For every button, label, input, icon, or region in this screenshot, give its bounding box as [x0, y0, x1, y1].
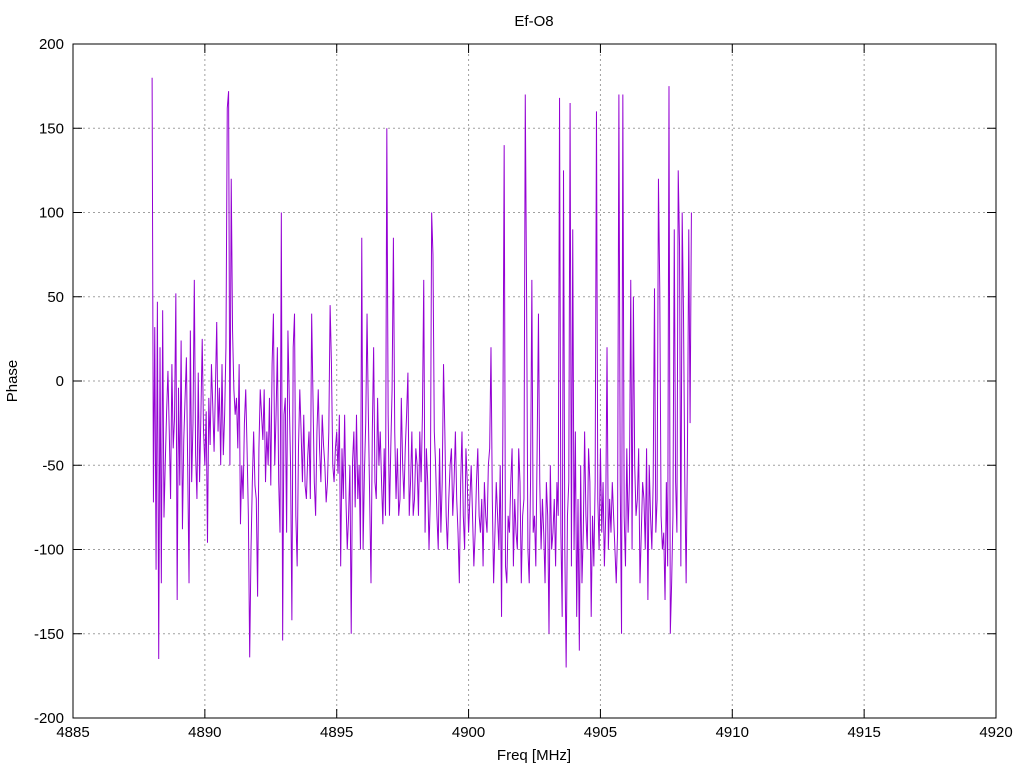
chart-title: Ef-O8 — [514, 13, 553, 30]
x-tick-label: 4905 — [584, 724, 617, 741]
x-tick-label: 4910 — [716, 724, 749, 741]
series-group — [151, 77, 692, 668]
y-tick-label: 0 — [56, 373, 64, 390]
series-line — [151, 77, 692, 668]
y-tick-label: 50 — [47, 289, 64, 306]
x-tick-label: 4885 — [56, 724, 89, 741]
x-tick-label: 4915 — [847, 724, 880, 741]
x-tick-label: 4900 — [452, 724, 485, 741]
tick-labels: -200 -150 -100 -50 0 50 100 150 200 4885 4890 4895 4… — [34, 36, 1013, 741]
y-axis-title: Phase — [4, 360, 21, 403]
y-tick-label: -100 — [34, 542, 64, 559]
y-tick-label: 150 — [39, 120, 64, 137]
y-tick-label: 100 — [39, 205, 64, 222]
y-tick-label: -150 — [34, 626, 64, 643]
x-tick-label: 4920 — [979, 724, 1012, 741]
grid — [73, 44, 996, 718]
x-tick-label: 4890 — [188, 724, 221, 741]
y-tick-label: -50 — [42, 457, 64, 474]
y-tick-label: 200 — [39, 36, 64, 53]
x-axis-title: Freq [MHz] — [497, 747, 571, 764]
y-tick-label: -200 — [34, 710, 64, 727]
tick-marks — [72, 43, 997, 719]
x-tick-label: 4895 — [320, 724, 353, 741]
